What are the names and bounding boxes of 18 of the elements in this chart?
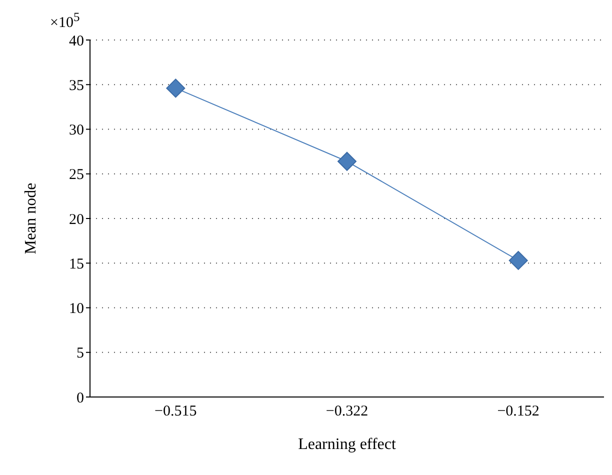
point bbox=[508, 250, 528, 270]
y-tick-label: 30 bbox=[69, 122, 84, 139]
point bbox=[338, 152, 356, 171]
x-tick-label: −0.152 bbox=[497, 404, 540, 420]
y-tick-label: 35 bbox=[69, 78, 84, 94]
y-tick-label: 0 bbox=[76, 390, 84, 406]
y-tick-label: 10 bbox=[69, 301, 84, 318]
text: ×10$^{5}$ bbox=[50, 10, 80, 32]
y-tick-label: 40 bbox=[69, 33, 84, 50]
y-tick-label: 5 bbox=[76, 346, 84, 362]
y-axis-title: Mean node bbox=[22, 182, 40, 254]
point bbox=[166, 78, 186, 98]
y-tick-label: 15 bbox=[69, 256, 84, 272]
y-tick-label: 25 bbox=[69, 167, 84, 184]
x-tick-label: −0.322 bbox=[326, 404, 368, 420]
y-tick-label: 20 bbox=[69, 212, 84, 228]
x-tick-label: −0.515 bbox=[154, 404, 197, 420]
x-axis-title: Learning effect bbox=[298, 436, 396, 453]
